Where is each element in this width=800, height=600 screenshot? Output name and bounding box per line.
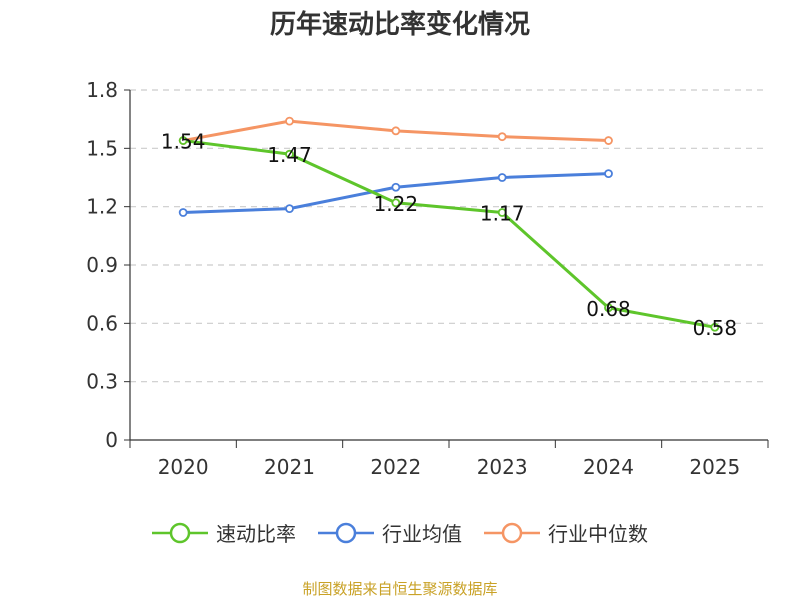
data-point [604, 136, 613, 145]
x-tick-label: 2023 [477, 455, 528, 479]
data-point [285, 149, 294, 159]
legend: 速动比率 行业均值 行业中位数 [0, 518, 800, 547]
data-label: 1.54 [161, 130, 206, 154]
data-point [710, 322, 720, 332]
y-tick-label: 0.3 [86, 370, 118, 394]
x-tick-label: 2021 [264, 455, 315, 479]
data-point [497, 208, 507, 217]
data-point [391, 198, 401, 208]
x-tick-label: 2020 [158, 455, 209, 479]
legend-swatch-quick-ratio [152, 522, 208, 543]
y-tick-label: 0.9 [86, 253, 118, 277]
x-tick-label: 2024 [583, 455, 634, 479]
series-line [182, 139, 716, 329]
y-tick-label: 1.5 [86, 136, 118, 160]
data-point [285, 204, 294, 214]
y-tick-label: 1.2 [86, 195, 118, 219]
data-label: 0.68 [586, 297, 631, 321]
data-point [604, 169, 613, 179]
data-point [391, 182, 401, 192]
data-point [604, 303, 613, 313]
legend-item-quick-ratio[interactable]: 速动比率 [152, 518, 296, 547]
data-point [285, 116, 294, 126]
x-tick-label: 2022 [370, 455, 421, 479]
y-tick-label: 0 [105, 428, 118, 452]
legend-label-industry-median: 行业中位数 [548, 522, 648, 546]
legend-item-industry-median[interactable]: 行业中位数 [484, 518, 648, 547]
data-point [497, 173, 507, 182]
legend-label-industry-mean: 行业均值 [382, 522, 462, 546]
data-label: 1.47 [267, 143, 312, 167]
data-point [497, 132, 507, 142]
data-label: 1.22 [374, 192, 419, 216]
legend-item-industry-mean[interactable]: 行业均值 [318, 518, 462, 547]
chart-title: 历年速动比率变化情况 [269, 10, 530, 40]
x-tick-label: 2025 [689, 455, 740, 479]
data-point [178, 136, 188, 145]
y-tick-label: 0.6 [86, 311, 118, 335]
y-tick-label: 1.8 [86, 78, 118, 102]
legend-label-quick-ratio: 速动比率 [216, 522, 296, 546]
data-point [391, 126, 401, 136]
source-note: 制图数据来自恒生聚源数据库 [302, 580, 498, 598]
data-label: 1.17 [480, 202, 525, 226]
data-label: 0.58 [693, 316, 738, 340]
legend-swatch-industry-median [484, 522, 540, 543]
data-point [178, 208, 188, 217]
legend-swatch-industry-mean [318, 522, 374, 543]
